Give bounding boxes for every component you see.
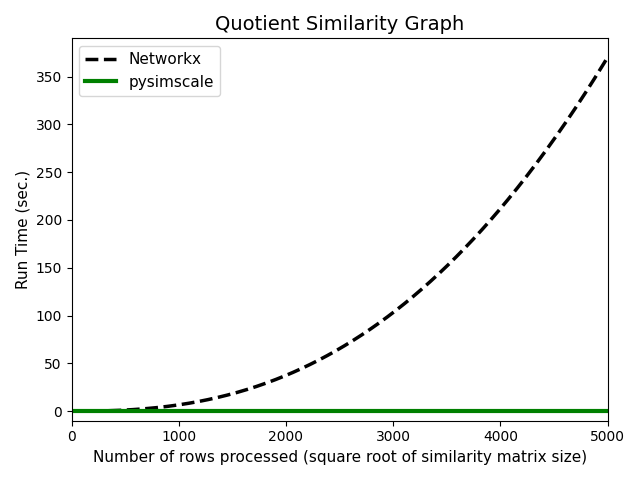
Networkx (591, 75, 598, 81)
Networkx (326, 351, 333, 357)
Networkx (507, 193, 515, 199)
Networkx (323, 353, 330, 359)
Networkx (358, 332, 365, 338)
Networkx (604, 55, 611, 60)
X-axis label: Number of rows processed (square root of similarity matrix size): Number of rows processed (square root of… (93, 450, 587, 465)
Networkx (387, 312, 394, 317)
Legend: Networkx, pysimscale: Networkx, pysimscale (79, 46, 220, 96)
Networkx (68, 408, 76, 414)
Line: Networkx: Networkx (72, 58, 607, 411)
Y-axis label: Run Time (sec.): Run Time (sec.) (15, 170, 30, 289)
Title: Quotient Similarity Graph: Quotient Similarity Graph (215, 15, 464, 34)
